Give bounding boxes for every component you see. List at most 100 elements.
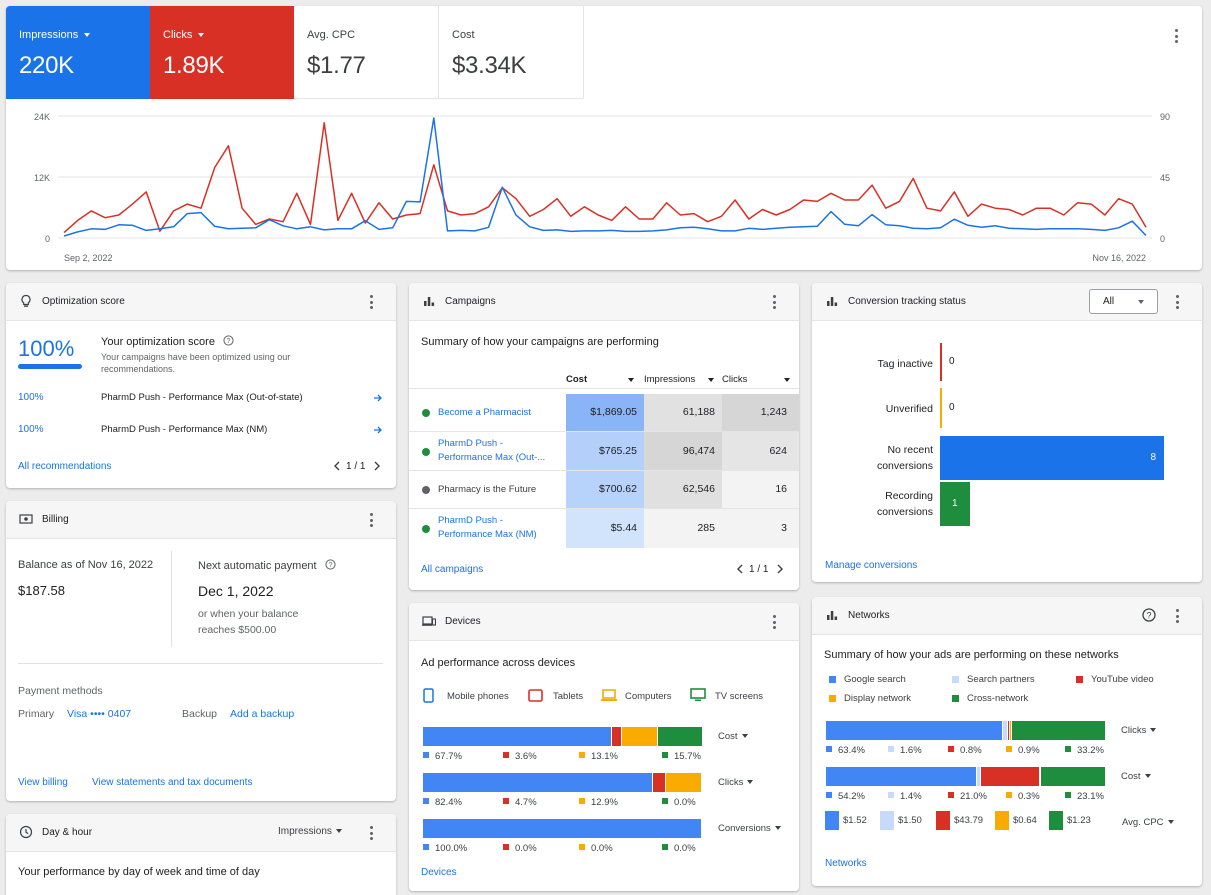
percent-value: 1.6%: [900, 745, 922, 756]
day-hour-metric-dropdown[interactable]: Impressions: [278, 826, 342, 837]
optimization-item-pct[interactable]: 100%: [18, 392, 44, 403]
percent-label: 1.4%: [888, 791, 922, 802]
percent-label: 13.1%: [579, 751, 618, 762]
optimization-item-name[interactable]: PharmD Push - Performance Max (NM): [101, 424, 268, 435]
optimization-item-name[interactable]: PharmD Push - Performance Max (Out-of-st…: [101, 392, 303, 403]
status-dot: [422, 448, 430, 456]
campaign-name-line: Become a Pharmacist: [438, 407, 531, 418]
networks-link[interactable]: Networks: [825, 858, 867, 869]
column-header-impressions[interactable]: Impressions: [644, 374, 718, 385]
cost-cell: $700.62: [566, 471, 644, 508]
devices-summary: Ad performance across devices: [421, 657, 576, 669]
view-statements-link[interactable]: View statements and tax documents: [92, 777, 253, 788]
conversion-bar: 8: [940, 436, 1164, 480]
conversion-label-line: Unverified: [885, 403, 933, 415]
devices-link[interactable]: Devices: [421, 867, 457, 878]
conversion-label: Tag inactive: [812, 356, 933, 372]
arrow-right-icon[interactable]: [373, 393, 383, 403]
percent-label: 23.1%: [1065, 791, 1104, 802]
bar-segment: [666, 773, 702, 792]
view-billing-link[interactable]: View billing: [18, 777, 68, 788]
percent-value: 54.2%: [838, 791, 865, 802]
percent-value: 0.0%: [674, 797, 696, 808]
more-options-icon[interactable]: [767, 294, 781, 310]
bar-metric-dropdown[interactable]: Conversions: [718, 823, 781, 834]
more-options-icon[interactable]: [767, 614, 781, 630]
avg-cpc-dropdown[interactable]: Avg. CPC: [1122, 817, 1174, 828]
clicks-cell: 16: [722, 471, 799, 508]
legend-swatch: [1076, 676, 1083, 683]
svg-text:?: ?: [328, 562, 332, 569]
campaign-name[interactable]: PharmD Push - Performance Max (Out-...: [438, 437, 566, 465]
legend-label: Tablets: [553, 691, 584, 702]
networks-summary: Summary of how your ads are performing o…: [824, 649, 1119, 661]
bar-metric-dropdown[interactable]: Cost: [1121, 771, 1151, 782]
tv-screen-icon: [690, 688, 706, 702]
chevron-right-icon[interactable]: [776, 564, 784, 574]
metric-impressions[interactable]: Impressions 220K: [6, 6, 150, 99]
bar-segment: [826, 721, 1004, 740]
more-options-icon[interactable]: [364, 294, 378, 310]
campaign-name[interactable]: PharmD Push - Performance Max (NM): [438, 514, 566, 542]
conversion-label-line: Tag inactive: [877, 358, 933, 370]
add-backup-link[interactable]: Add a backup: [230, 708, 295, 720]
conversion-label: Recording conversions: [812, 488, 933, 520]
manage-conversions-link[interactable]: Manage conversions: [825, 560, 918, 571]
networks-legend: Google search Search partners YouTube vi…: [825, 674, 1195, 706]
campaign-name[interactable]: Pharmacy is the Future: [438, 478, 566, 497]
percent-value: 82.4%: [435, 797, 462, 808]
all-campaigns-link[interactable]: All campaigns: [421, 564, 484, 575]
more-options-icon[interactable]: [1170, 608, 1184, 624]
more-options-icon[interactable]: [1169, 28, 1183, 44]
primary-label: Primary: [18, 708, 55, 720]
metric-clicks-value: 1.89K: [163, 52, 225, 79]
dropdown-value: Impressions: [278, 826, 332, 837]
column-header-clicks[interactable]: Clicks: [722, 374, 794, 385]
primary-payment-link[interactable]: Visa •••• 0407: [67, 708, 132, 720]
column-header-cost[interactable]: Cost: [566, 374, 640, 385]
table-row: Become a Pharmacist $1,869.05 61,188 1,2…: [409, 394, 799, 432]
campaign-name[interactable]: Become a Pharmacist: [438, 401, 566, 420]
more-options-icon[interactable]: [364, 825, 378, 841]
chevron-left-icon[interactable]: [333, 461, 341, 471]
billing-hr: [18, 663, 383, 664]
x-start-label: Sep 2, 2022: [64, 253, 113, 263]
all-recommendations-link[interactable]: All recommendations: [18, 461, 112, 472]
legend-swatch: [888, 746, 894, 753]
optimization-item-pct[interactable]: 100%: [18, 424, 44, 435]
chevron-left-icon[interactable]: [736, 564, 744, 574]
campaigns-summary: Summary of how your campaigns are perfor…: [421, 336, 659, 348]
arrow-right-icon[interactable]: [373, 425, 383, 435]
conversion-filter-dropdown[interactable]: All: [1089, 289, 1158, 314]
metric-clicks[interactable]: Clicks 1.89K: [150, 6, 294, 99]
chevron-right-icon[interactable]: [373, 461, 381, 471]
legend-label: TV screens: [715, 691, 764, 702]
legend-swatch: [888, 792, 894, 799]
metric-cost[interactable]: Cost $3.34K: [439, 6, 584, 99]
card-title: Networks: [848, 610, 890, 621]
metric-avg-cpc[interactable]: Avg. CPC $1.77: [294, 6, 439, 99]
legend-label: Display network: [844, 693, 912, 704]
chevron-down-icon: [84, 33, 91, 38]
bar-metric-dropdown[interactable]: Clicks: [1121, 725, 1157, 736]
devices-card: Devices Ad performance across devices Mo…: [409, 603, 799, 891]
legend-swatch: [1065, 746, 1071, 753]
bar-metric-dropdown[interactable]: Cost: [718, 731, 748, 742]
backup-label: Backup: [182, 708, 218, 720]
more-options-icon[interactable]: [364, 512, 378, 528]
x-end-label: Nov 16, 2022: [1092, 253, 1146, 263]
stacked-bar: [423, 727, 702, 746]
column-label: Cost: [566, 374, 588, 385]
bar-metric-dropdown[interactable]: Clicks: [718, 777, 754, 788]
help-icon[interactable]: ?: [325, 559, 336, 570]
help-icon[interactable]: ?: [1142, 608, 1156, 622]
more-options-icon[interactable]: [1170, 294, 1184, 310]
status-dot: [422, 525, 430, 533]
help-icon[interactable]: ?: [223, 335, 234, 346]
series-line-impressions: [63, 117, 1147, 237]
chevron-down-icon: [747, 779, 754, 784]
conversion-axis: [940, 339, 941, 531]
chevron-down-icon: [784, 378, 790, 382]
legend-swatch: [579, 752, 585, 759]
column-label: Impressions: [644, 374, 696, 385]
